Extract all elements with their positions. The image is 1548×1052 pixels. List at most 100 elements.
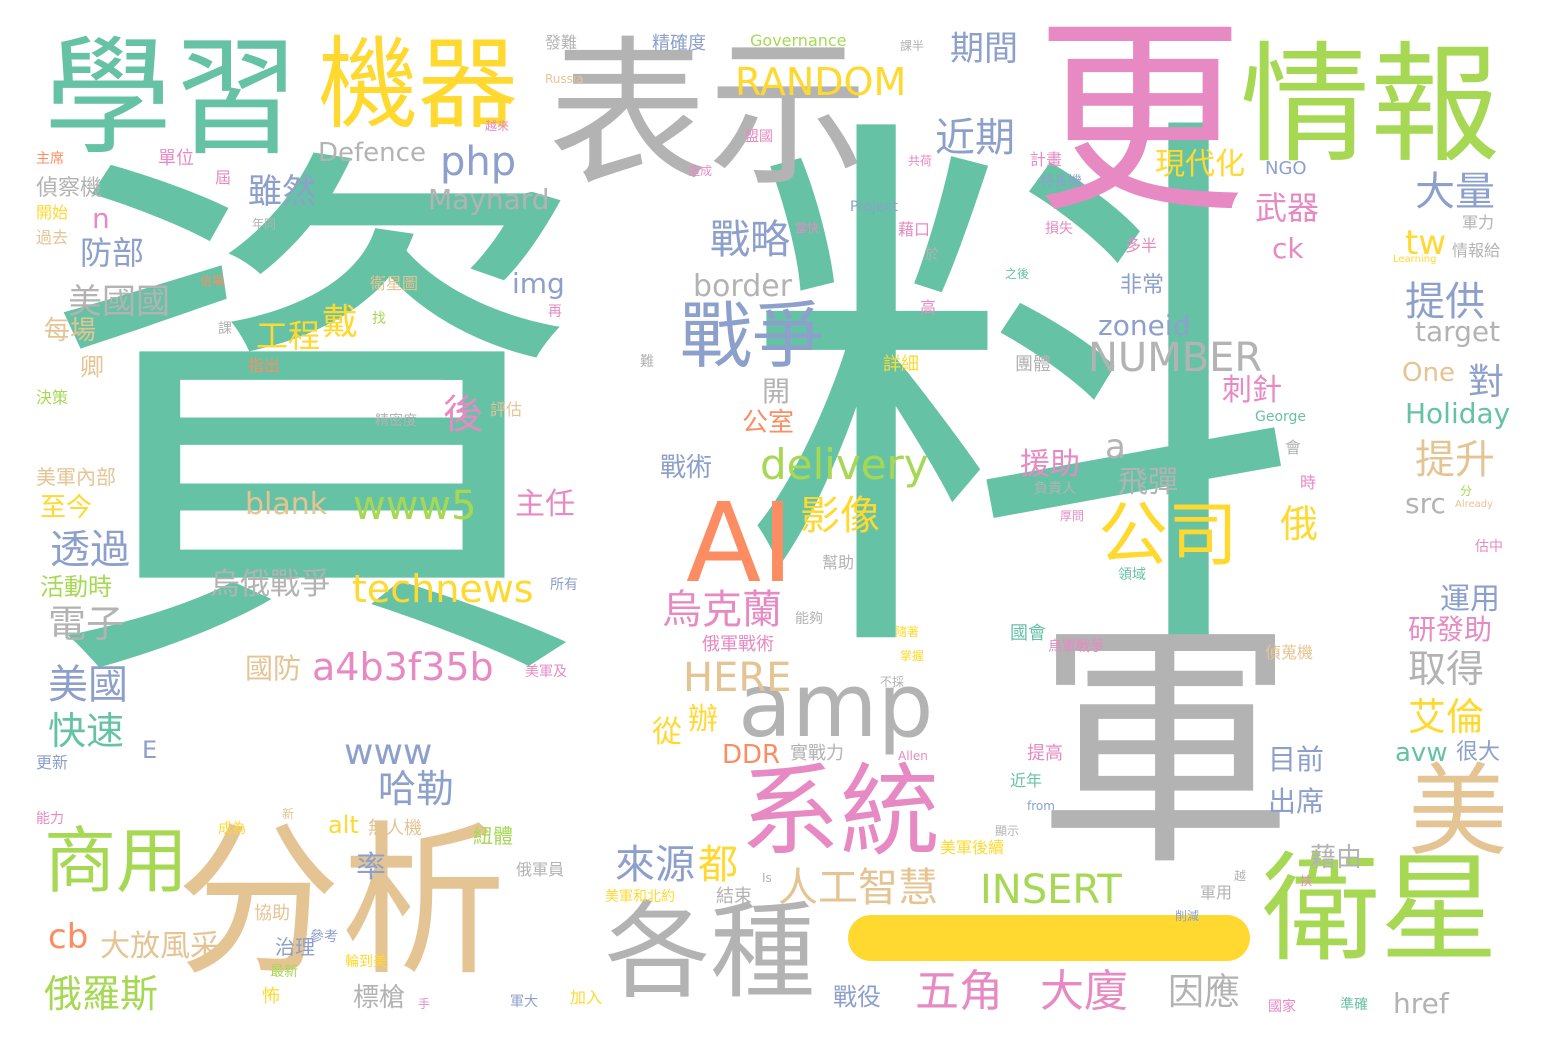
word-border: border [693, 269, 793, 304]
word-yuelai: 越來 [485, 119, 510, 133]
word-n: n [92, 202, 110, 235]
word-zuixin: 最新 [270, 964, 298, 980]
word-technews: technews [352, 567, 534, 611]
word-gengxin: 更新 [36, 753, 69, 772]
word-meiguo: 美國 [48, 662, 128, 708]
word-xianshi: 顯示 [995, 824, 1020, 838]
word-danwei: 單位 [158, 148, 194, 169]
word-gongsi: 公司 [1098, 494, 1238, 576]
word-wukelan: 烏克蘭 [662, 587, 782, 633]
word-zoneid: zoneid [1098, 309, 1191, 342]
word-zhenchaji: 偵察機 [36, 176, 103, 201]
word-nenggou: 能夠 [795, 611, 823, 627]
word-biaoshi: 表示 [548, 21, 869, 208]
word-insert: INSERT [980, 867, 1122, 913]
word-zhihou: 之後 [1005, 267, 1030, 281]
word-zhanyi: 戰役 [833, 983, 881, 1011]
word-project: Project [850, 199, 898, 215]
word-tigong: 提供 [1405, 279, 1485, 325]
word-lv: 率 [356, 850, 386, 885]
word-meiguoguo: 美國國 [68, 282, 170, 322]
word-qingbao: 情報 [1240, 29, 1501, 181]
word-muqian: 目前 [1268, 743, 1325, 776]
word-cb: cb [48, 917, 89, 957]
word-jieyou: 藉由 [1310, 843, 1363, 873]
word-yuanzhu: 援助 [1020, 447, 1080, 482]
word-fangbu: 防部 [80, 234, 145, 272]
word-techangji: 特長機 [1040, 174, 1082, 190]
word-feidan: 飛彈 [1118, 465, 1178, 500]
word-zhao: 找 [372, 311, 386, 327]
word-ejunyuan: 俄軍員 [516, 860, 565, 879]
word-george: George [1255, 409, 1307, 425]
word-alt: alt [328, 811, 359, 839]
word-zhanshu: 戰術 [660, 453, 713, 483]
word-zhanlue: 戰略 [710, 217, 790, 263]
word-guzhong: 估中 [1475, 539, 1503, 555]
word-xiangxi: 詳細 [883, 354, 919, 375]
word-xinchang: 信場 [200, 274, 225, 288]
word-duoban: 多半 [1125, 236, 1158, 255]
word-zuti: 紐體 [473, 824, 513, 848]
word-gonghe: 共荷 [908, 154, 933, 168]
word-houwen: 厚問 [1060, 509, 1085, 523]
word-suoyou: 所有 [550, 577, 578, 593]
word-fuzeren: 負責人 [1034, 481, 1076, 497]
word-meichang: 每場 [44, 316, 97, 346]
word-yingxiang: 影像 [800, 493, 880, 539]
word-zhijin: 至今 [40, 493, 93, 523]
word-xitong: 系統 [740, 753, 940, 870]
word-guohui: 國會 [1010, 623, 1046, 644]
word-suiran: 雖然 [248, 172, 316, 212]
word-gongshi: 公室 [742, 408, 795, 438]
word-zi: 資 [38, 104, 598, 756]
word-tw: tw [1405, 223, 1447, 263]
word-bucai: 不採 [880, 675, 905, 689]
word-one: One [1402, 358, 1455, 388]
word-guofang: 國防 [245, 652, 302, 685]
word-a: a [1105, 427, 1126, 467]
word-hou: 後 [443, 392, 483, 438]
word-guoqu: 過去 [36, 228, 69, 247]
word-geng: 更 [1035, 0, 1246, 242]
word-nan: 難 [640, 354, 654, 370]
word-kaishi: 開始 [36, 203, 69, 222]
word-chengwei: 成為 [218, 821, 246, 837]
word-jun: 軍 [1035, 599, 1295, 901]
word-target: target [1415, 315, 1501, 348]
word-junli: 軍力 [1462, 213, 1495, 232]
word-russia: Russia [545, 72, 584, 86]
word-wujiao: 五角 [915, 966, 1003, 1017]
word-dafangfengcai: 大放風采 [100, 929, 220, 964]
word-shi: 時 [1300, 473, 1317, 492]
word-wurenji: 無人機 [368, 818, 422, 839]
word-zhunque: 準確 [1340, 997, 1368, 1013]
word-gao: 高 [920, 298, 937, 317]
word-kai: 開 [762, 375, 791, 408]
word-ke: 課 [218, 321, 232, 337]
word-liao: 料 [740, 74, 1300, 726]
word-kuaisu: 快速 [48, 709, 125, 753]
word-ddr: DDR [722, 740, 781, 770]
word-eluosi: 俄羅斯 [44, 972, 159, 1016]
word-hui: 會 [1285, 438, 1302, 457]
word-xin: 新 [282, 807, 295, 821]
word-keban: 課半 [900, 39, 925, 53]
word-meijunji: 美軍及 [525, 664, 567, 680]
word-gezhong: 各種 [605, 891, 816, 1013]
word-cankao: 參考 [310, 929, 338, 945]
word-shou: 手 [418, 997, 431, 1011]
word-delivery: delivery [760, 440, 929, 489]
word-fenxi: 分析 [176, 806, 506, 998]
word-jingquedu: 精確度 [652, 33, 706, 54]
word-href: href [1393, 987, 1449, 1020]
word-meijunneibu: 美軍內部 [36, 465, 116, 489]
word-zhichu: 指出 [248, 356, 281, 375]
word-dangkuai: 當快 [795, 221, 820, 235]
word-jiekou: 藉口 [898, 220, 931, 239]
word-E: E [142, 736, 158, 764]
word-suizhe: 隨著 [895, 625, 920, 639]
word-huodongshi: 活動時 [40, 573, 112, 601]
word-random: RANDOM [735, 60, 907, 104]
word-e: 俄 [1280, 502, 1319, 546]
